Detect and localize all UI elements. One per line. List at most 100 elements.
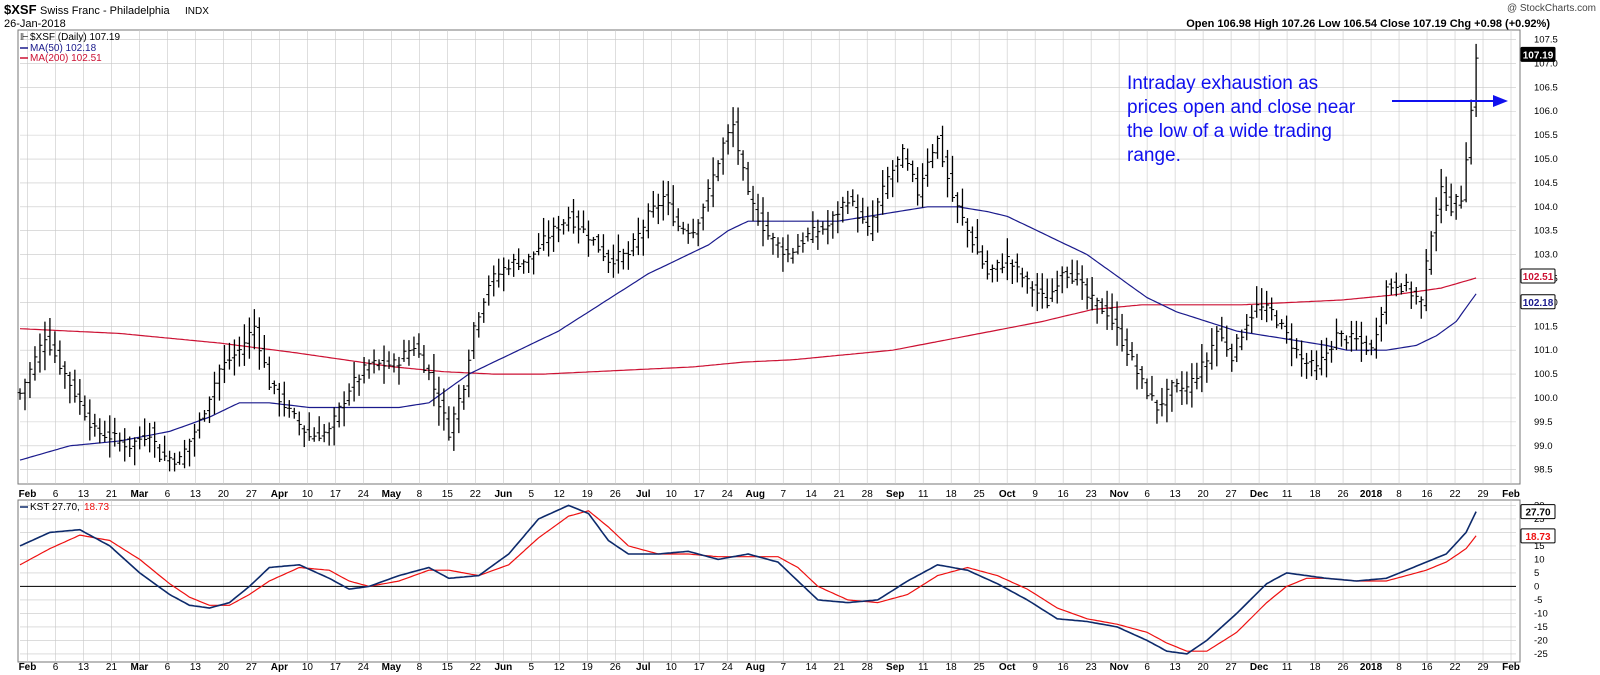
price-x-tick-label: 22 (470, 489, 482, 500)
kst-x-tick-label: Apr (271, 662, 288, 673)
price-x-tick-label: 10 (666, 489, 678, 500)
price-x-tick-label: 18 (1310, 489, 1322, 500)
price-y-tick-label: 99.5 (1534, 417, 1553, 428)
price-x-tick-label: 28 (862, 489, 874, 500)
price-y-tick-label: 104.5 (1534, 178, 1558, 189)
kst-x-tick-label: 8 (417, 662, 423, 673)
price-x-tick-label: 14 (806, 489, 818, 500)
price-x-axis: Feb 6 13 21 Mar 6 13 20 27 Apr 10 17 24 May 8 15 22 Jun 5 1… (19, 489, 1520, 500)
kst-y-tick-label: -25 (1534, 649, 1548, 660)
kst-x-tick-label: 10 (666, 662, 678, 673)
kst-x-tick-label: 22 (470, 662, 482, 673)
kst-grid (20, 500, 1516, 662)
price-x-tick-label: Mar (131, 489, 149, 500)
price-tags: 107.19 102.51 102.18 (1520, 46, 1556, 310)
kst-x-tick-label: 16 (1421, 662, 1433, 673)
kst-x-tick-label: 25 (974, 662, 986, 673)
price-y-tick-label: 103.5 (1534, 226, 1558, 237)
kst-x-tick-label: Feb (1502, 662, 1520, 673)
price-x-tick-label: Sep (886, 489, 904, 500)
price-x-tick-label: 6 (1144, 489, 1150, 500)
price-x-tick-label: 26 (1338, 489, 1350, 500)
kst-x-tick-label: Feb (19, 662, 37, 673)
chart-name: Swiss Franc - Philadelphia (40, 5, 170, 17)
price-x-tick-label: 8 (1396, 489, 1402, 500)
kst-x-tick-label: 13 (1170, 662, 1182, 673)
price-x-tick-label: 7 (780, 489, 786, 500)
price-x-tick-label: 29 (1477, 489, 1489, 500)
kst-x-tick-label: 11 (918, 662, 929, 673)
kst-y-tick-label: 10 (1534, 554, 1545, 565)
kst-x-tick-label: May (382, 662, 402, 673)
price-y-tick-label: 104.0 (1534, 202, 1558, 213)
ma200-tag-text: 102.51 (1523, 272, 1554, 283)
kst-x-tick-label: Dec (1250, 662, 1269, 673)
kst-x-tick-label: Aug (746, 662, 765, 673)
legend-main: $XSF (Daily) 107.19 (30, 32, 120, 43)
price-y-tick-label: 103.0 (1534, 250, 1558, 261)
annotation: Intraday exhaustion as prices open and c… (1127, 73, 1508, 166)
price-x-tick-label: 18 (946, 489, 958, 500)
price-x-tick-label: 11 (918, 489, 929, 500)
kst-x-tick-label: 27 (1226, 662, 1238, 673)
kst-x-tick-label: 22 (1449, 662, 1461, 673)
kst-y-tick-label: -10 (1534, 608, 1548, 619)
price-x-tick-label: 13 (1170, 489, 1182, 500)
kst-y-tick-label: -15 (1534, 622, 1548, 633)
price-y-tick-label: 101.5 (1534, 321, 1558, 332)
kst-y-tick-label: -20 (1534, 635, 1548, 646)
price-y-tick-label: 99.0 (1534, 441, 1553, 452)
kst-value-tag-text: 27.70 (1525, 508, 1550, 519)
price-y-tick-label: 106.0 (1534, 106, 1558, 117)
kst-x-tick-label: 26 (610, 662, 622, 673)
annotation-arrowhead (1493, 95, 1508, 107)
kst-x-tick-label: 7 (780, 662, 786, 673)
kst-y-tick-label: -5 (1534, 595, 1542, 606)
annotation-line-2: prices open and close near (1127, 97, 1356, 118)
kst-x-tick-label: 2018 (1360, 662, 1383, 673)
kst-x-tick-label: 13 (78, 662, 90, 673)
price-x-tick-label: 20 (1198, 489, 1210, 500)
kst-x-tick-label: 5 (529, 662, 535, 673)
kst-y-tick-label: 5 (1534, 568, 1539, 579)
kst-y-axis: -25-20-15-10-5051015202530 (1534, 500, 1548, 660)
kst-value-tag-box (1520, 504, 1556, 520)
price-legend: ⊩ $XSF (Daily) 107.19 MA(50) 102.18 MA(2… (20, 32, 120, 64)
kst-x-tick-label: 27 (246, 662, 258, 673)
price-x-tick-label: Nov (1110, 489, 1129, 500)
kst-x-tick-label: Jun (494, 662, 512, 673)
price-x-tick-label: 20 (218, 489, 230, 500)
kst-x-tick-label: 6 (53, 662, 59, 673)
price-y-tick-label: 98.5 (1534, 465, 1553, 476)
kst-x-tick-label: 12 (554, 662, 566, 673)
price-x-tick-label: 5 (529, 489, 535, 500)
kst-x-tick-label: 20 (218, 662, 230, 673)
kst-x-tick-label: 17 (330, 662, 342, 673)
price-y-tick-label: 107.0 (1534, 58, 1558, 69)
price-x-tick-label: Dec (1250, 489, 1269, 500)
kst-y-tick-label: 25 (1534, 514, 1545, 525)
price-x-tick-label: Feb (1502, 489, 1520, 500)
price-x-tick-label: 21 (834, 489, 846, 500)
price-x-tick-label: May (382, 489, 402, 500)
annotation-line-3: the low of a wide trading (1127, 121, 1332, 142)
kst-x-tick-label: 14 (806, 662, 818, 673)
kst-x-tick-label: 15 (442, 662, 454, 673)
ma50-path (19, 206, 1477, 461)
kst-legend-label: KST (30, 502, 49, 513)
legend-ma200: MA(200) 102.51 (30, 53, 102, 64)
kst-x-tick-label: 9 (1032, 662, 1038, 673)
price-x-tick-label: 27 (246, 489, 258, 500)
kst-x-tick-label: 24 (358, 662, 370, 673)
bar-legend-icon: ⊩ (20, 32, 29, 43)
kst-x-tick-label: Nov (1110, 662, 1129, 673)
price-x-tick-label: 23 (1086, 489, 1098, 500)
kst-x-axis: Feb 6 13 21 Mar 6 13 20 27 Apr 10 17 24 May 8 15 22 Jun 5 1… (19, 662, 1520, 673)
price-x-tick-label: 12 (554, 489, 566, 500)
price-panel (17, 29, 1521, 485)
price-x-tick-label: 13 (190, 489, 202, 500)
price-x-tick-label: Oct (999, 489, 1016, 500)
kst-x-tick-label: 16 (1058, 662, 1070, 673)
price-x-tick-label: 19 (582, 489, 594, 500)
